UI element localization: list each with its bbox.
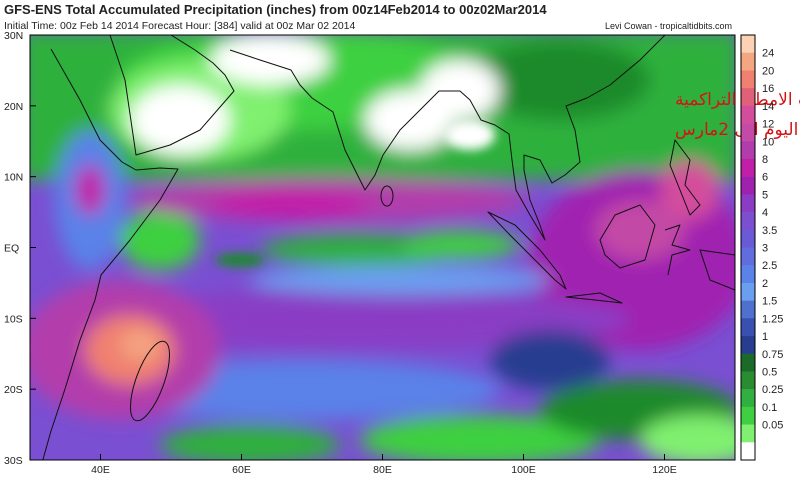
annotation: =تحديث الامطار التراكمية من اليوم الى 2ما… [675,90,800,140]
coastlines [42,35,735,460]
colorbar-swatch [741,406,755,425]
colorbar-swatch [741,300,755,319]
colorbar-swatch [741,229,755,248]
subtitle: Initial Time: 00z Feb 14 2014 Forecast H… [4,20,356,32]
colorbar-label: 2 [762,278,768,290]
colorbar-swatch [741,194,755,213]
colorbar-label: 0.25 [762,384,783,396]
colorbar-swatch [741,123,755,142]
colorbar-swatch [741,389,755,408]
colorbar-label: 1.5 [762,296,777,308]
colorbar-label: 3 [762,243,768,255]
colorbar-label: 4 [762,207,768,219]
colorbar-swatch [741,52,755,71]
lat-label: 20N [4,101,23,113]
colorbar-label: 0.75 [762,349,783,361]
colorbar-label: 0.5 [762,366,777,378]
colorbar-label: 8 [762,154,768,166]
colorbar-label: 16 [762,83,774,95]
precip-field [30,35,735,460]
colorbar-label: 6 [762,172,768,184]
colorbar-label: 24 [762,48,774,60]
colorbar-label: 5 [762,189,768,201]
colorbar-frame [740,34,756,461]
lat-label: 30S [4,455,23,467]
lat-label: 30N [4,30,23,42]
colorbar-label: 1 [762,331,768,343]
colorbar-swatch [741,105,755,124]
colorbar-swatch [741,442,755,461]
lat-label: 20S [4,384,23,396]
lon-label: 80E [373,464,392,476]
colorbar-label: 0.1 [762,402,777,414]
colorbar-swatch [741,88,755,107]
colorbar-swatch [741,336,755,355]
colorbar-label: 10 [762,136,774,148]
colorbar-swatch [741,176,755,195]
colorbar-label: 14 [762,101,774,113]
colorbar-swatch [741,247,755,266]
lon-label: 60E [232,464,251,476]
colorbar-swatch [741,158,755,177]
colorbar-swatch [741,35,755,54]
colorbar-label: 12 [762,119,774,131]
lat-label: 10N [4,172,23,184]
colorbar-swatch [741,141,755,160]
colorbar-label: 1.25 [762,313,783,325]
colorbar-swatch [741,371,755,390]
colorbar-swatch [741,282,755,301]
lat-label: 10S [4,313,23,325]
colorbar-swatch [741,424,755,443]
lon-label: 40E [91,464,110,476]
annotation-line: =تحديث الامطار التراكمية [675,90,800,110]
colorbar-swatch [741,70,755,89]
colorbar-label: 3.5 [762,225,777,237]
lon-label: 100E [511,464,536,476]
colorbar-swatch [741,265,755,284]
colorbar-label: 2.5 [762,260,777,272]
colorbar-swatch [741,212,755,231]
colorbar-swatch [741,318,755,337]
colorbar-label: 20 [762,65,774,77]
credit: Levi Cowan - tropicaltidbits.com [605,21,732,31]
title: GFS-ENS Total Accumulated Precipitation … [4,2,547,17]
lat-label: EQ [4,243,19,255]
lon-label: 120E [652,464,677,476]
colorbar-swatch [741,353,755,372]
colorbar-label: 0.05 [762,420,783,432]
annotation-line: من اليوم الى 2مارس [675,120,800,140]
